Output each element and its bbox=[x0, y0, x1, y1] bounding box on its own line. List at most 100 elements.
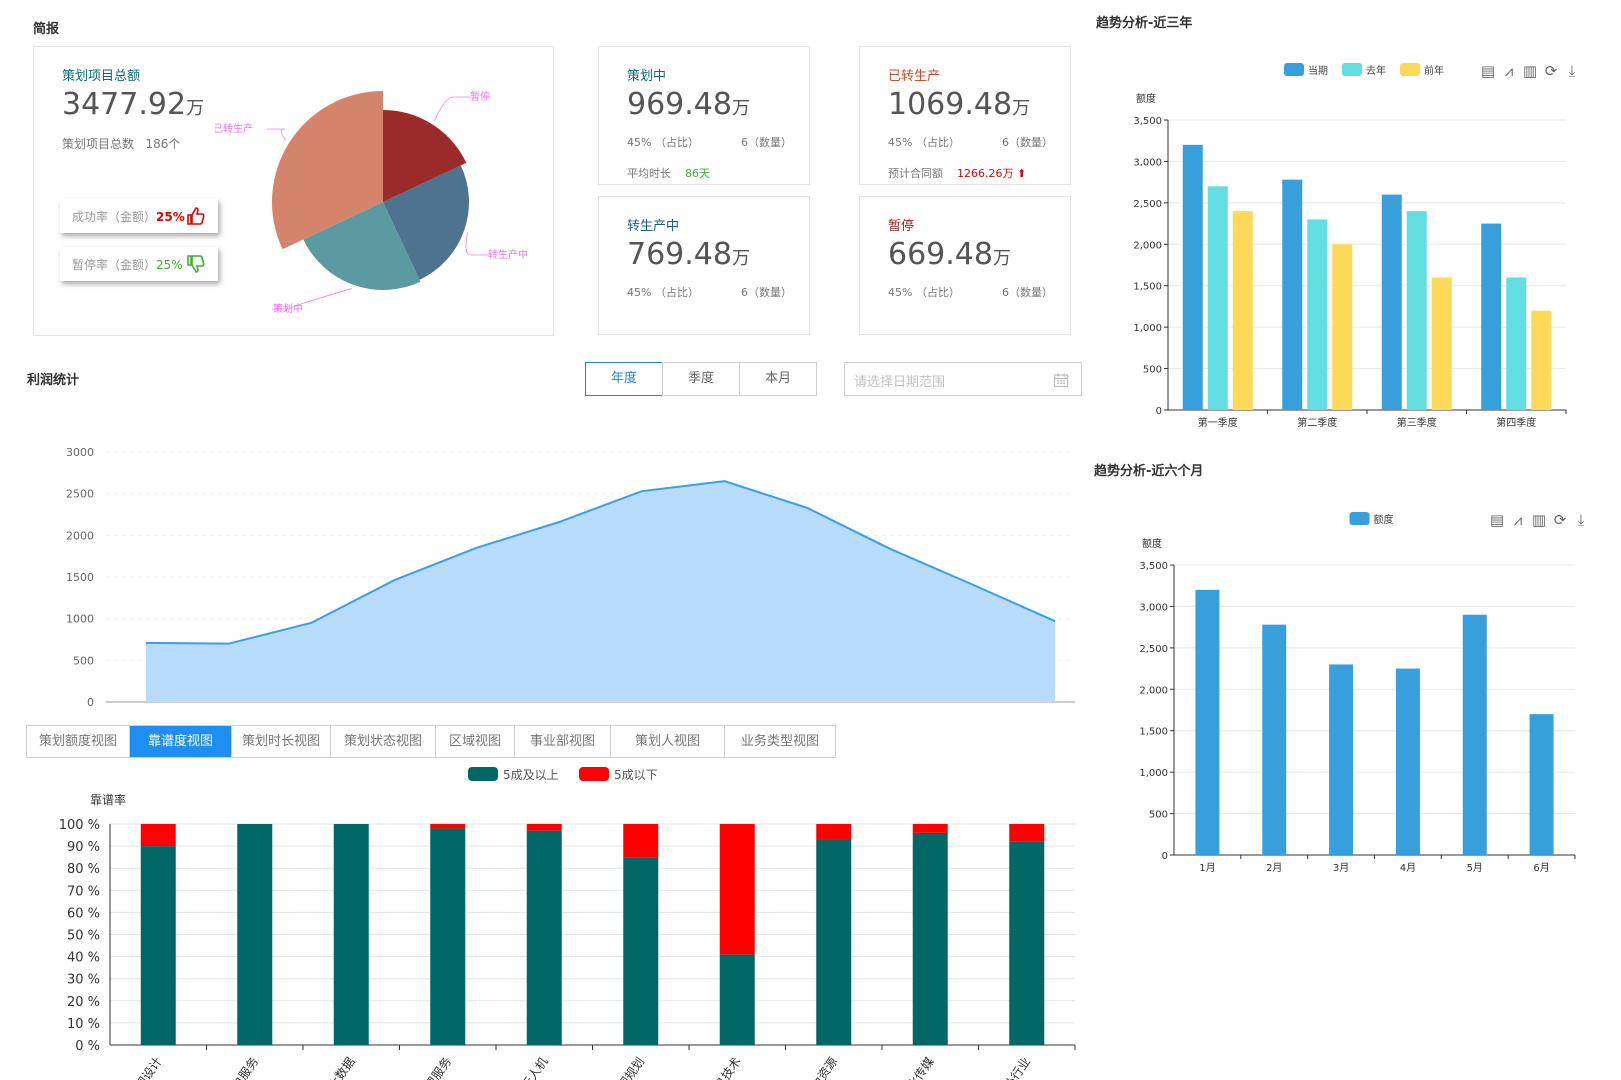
bar-segment bbox=[526, 830, 562, 1045]
legend-label: 当期 bbox=[1308, 64, 1328, 77]
y-tick-label: 0 % bbox=[75, 1039, 100, 1054]
card-planning: 策划中 969.48万 45% （占比） 6（数量） 平均时长 86天 bbox=[598, 46, 810, 185]
legend-label: 5成以下 bbox=[614, 768, 658, 782]
total-label: 策划项目总额 bbox=[62, 69, 141, 84]
pie-slice bbox=[303, 202, 421, 290]
legend-label: 额度 bbox=[1374, 513, 1394, 526]
bar bbox=[1531, 310, 1552, 410]
card-produced-extra: 预计合同额 1266.26万 ⬆ bbox=[888, 167, 1027, 180]
line-icon: ⩘ bbox=[1514, 511, 1522, 529]
card-paused-qty: 6（数量） bbox=[1002, 286, 1053, 299]
trend6-title: 趋势分析-近六个月 bbox=[1094, 464, 1204, 479]
card-paused-title: 暂停 bbox=[888, 219, 915, 234]
y-tick-label: 2,500 bbox=[1139, 644, 1168, 655]
tab-status-view[interactable]: 策划状态视图 bbox=[331, 726, 436, 757]
segment-year[interactable]: 年度 bbox=[585, 362, 663, 396]
bar bbox=[1481, 223, 1502, 410]
y-tick-label: 50 % bbox=[67, 929, 100, 944]
x-tick-label: 第三季度 bbox=[1397, 416, 1437, 429]
pie-label-line bbox=[267, 128, 287, 141]
pie-label-line bbox=[434, 96, 471, 122]
success-rate-box: 成功率（金额）25% bbox=[60, 199, 218, 233]
bar bbox=[1282, 179, 1303, 410]
trend6-bar-chart: 额度 ▤ ⩘ ▥ ⟳ ⤓ 额度 0 500 1,000 1,500 2,000 2,500 3,000 3,… bbox=[1139, 511, 1585, 874]
success-rate-value: 25% bbox=[156, 210, 185, 224]
tab-business-type-view[interactable]: 业务类型视图 bbox=[725, 726, 835, 757]
line-icon: ⩘ bbox=[1505, 62, 1513, 80]
y-tick-label: 3,500 bbox=[1139, 561, 1168, 572]
pie-slice bbox=[383, 110, 467, 202]
pie-label-line bbox=[272, 288, 352, 310]
data-view-icon: ▤ bbox=[1490, 511, 1504, 529]
tab-duration-view[interactable]: 策划时长视图 bbox=[232, 726, 331, 757]
tab-region-view[interactable]: 区域视图 bbox=[436, 726, 515, 757]
y-tick-label: 30 % bbox=[67, 973, 100, 988]
x-tick-label: 5月 bbox=[1467, 862, 1483, 874]
y-tick-label: 1500 bbox=[66, 571, 94, 584]
pie-slice-label: 转生产中 bbox=[488, 248, 528, 261]
pause-rate-label: 暂停率（金额） bbox=[72, 258, 157, 272]
y-tick-label: 1000 bbox=[66, 613, 94, 626]
x-tick-label: 第二季度 bbox=[1297, 416, 1337, 429]
bar-segment bbox=[1009, 824, 1045, 842]
y-tick-label: 2,500 bbox=[1133, 199, 1162, 210]
profit-area-chart: 0 500 1000 1500 2000 2500 3000 bbox=[66, 446, 1075, 709]
bar-segment bbox=[333, 824, 369, 1045]
bar bbox=[1332, 244, 1353, 410]
x-tick-label: 3月 bbox=[1333, 862, 1349, 874]
pie-slice bbox=[383, 165, 469, 280]
pie-label-line bbox=[465, 232, 489, 256]
bar-icon: ▥ bbox=[1532, 511, 1546, 529]
download-icon: ⤓ bbox=[1578, 511, 1585, 529]
bar bbox=[1395, 668, 1420, 855]
x-tick-label: …理服务 bbox=[414, 1054, 454, 1080]
card-produced-value: 1069.48万 bbox=[888, 87, 1031, 122]
bar-icon: ▥ bbox=[1523, 62, 1537, 80]
bar-segment bbox=[719, 954, 755, 1045]
bar bbox=[1381, 194, 1402, 410]
segment-month[interactable]: 本月 bbox=[739, 362, 817, 396]
tab-division-view[interactable]: 事业部视图 bbox=[515, 726, 611, 757]
bar bbox=[1232, 211, 1253, 410]
legend-swatch bbox=[579, 767, 609, 781]
tab-reliability-view[interactable]: 靠谱度视图 bbox=[130, 726, 232, 757]
y-tick-label: 0 bbox=[1156, 406, 1162, 417]
bar-segment bbox=[1009, 841, 1045, 1045]
x-tick-label: 1月 bbox=[1199, 862, 1215, 874]
trend3-bar-chart: 当期 去年 前年 ▤ ⩘ ▥ ⟳ ⤓ 额度 0 500 1,000 1,500 2,000 2,500 3,0… bbox=[1133, 62, 1575, 429]
legend-swatch bbox=[1342, 63, 1362, 76]
y-tick-label: 0 bbox=[87, 696, 94, 709]
tab-planner-view[interactable]: 策划人视图 bbox=[611, 726, 725, 757]
bar bbox=[1329, 664, 1354, 855]
bar-segment bbox=[719, 824, 755, 955]
y-tick-label: 90 % bbox=[67, 840, 100, 855]
card-producing: 转生产中 769.48万 45% （占比） 6（数量） bbox=[598, 196, 810, 335]
success-rate-label: 成功率（金额） bbox=[72, 210, 157, 224]
card-produced-qty: 6（数量） bbox=[1002, 136, 1053, 149]
y-tick-label: 10 % bbox=[67, 1017, 100, 1032]
bar-segment bbox=[237, 824, 273, 1045]
bar-segment bbox=[526, 824, 562, 831]
area-line bbox=[145, 480, 1056, 645]
segment-quarter[interactable]: 季度 bbox=[662, 362, 740, 396]
date-range-input[interactable]: 请选择日期范围 bbox=[844, 362, 1082, 396]
pie-slice-label: 已转生产 bbox=[215, 122, 253, 135]
x-tick-label: 6月 bbox=[1533, 862, 1549, 874]
y-tick-label: 500 bbox=[1149, 810, 1168, 821]
bar-segment bbox=[912, 824, 948, 833]
legend-swatch bbox=[1284, 63, 1304, 76]
x-tick-label: …息技术 bbox=[704, 1054, 744, 1080]
card-paused-pct: 45% （占比） bbox=[888, 286, 960, 299]
card-planning-pct: 45% （占比） bbox=[627, 136, 699, 149]
y-tick-label: 2,000 bbox=[1139, 685, 1168, 696]
bar-segment bbox=[430, 828, 466, 1045]
thumbs-down-icon bbox=[187, 255, 205, 273]
y-tick-label: 80 % bbox=[67, 862, 100, 877]
area-fill bbox=[146, 481, 1055, 702]
calendar-icon bbox=[1053, 373, 1069, 388]
thumbs-up-icon bbox=[187, 207, 205, 225]
x-tick-label: 2月 bbox=[1266, 862, 1282, 874]
tab-amount-view[interactable]: 策划额度视图 bbox=[27, 726, 130, 757]
